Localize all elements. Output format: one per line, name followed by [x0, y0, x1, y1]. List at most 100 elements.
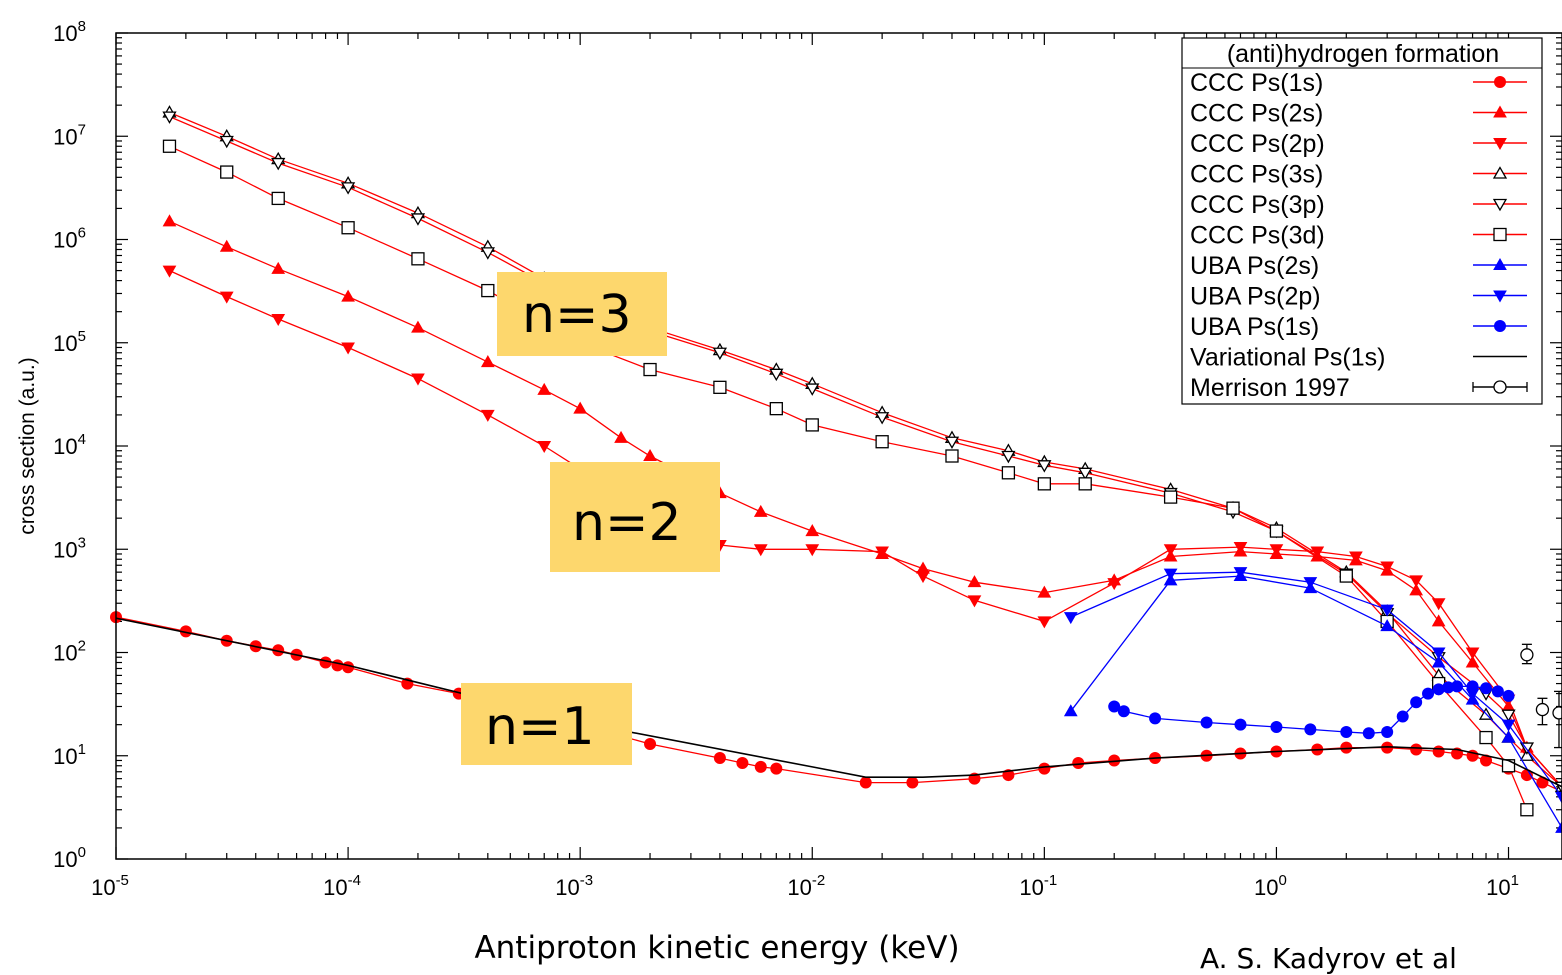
data-point	[1381, 725, 1394, 738]
series-5	[162, 139, 1534, 817]
annotation-n2-label: n=2	[572, 493, 682, 553]
y-tick-label: 108	[53, 18, 86, 46]
data-point	[1270, 720, 1283, 733]
data-point	[805, 418, 819, 432]
data-point	[713, 380, 727, 394]
data-point	[271, 261, 286, 274]
data-point	[1431, 647, 1446, 660]
y-tick-label: 100	[53, 844, 86, 872]
data-point	[1501, 709, 1516, 722]
legend-label: CCC Ps(2p)	[1190, 130, 1325, 158]
data-point	[875, 546, 889, 559]
legend-label: CCC Ps(3d)	[1190, 222, 1325, 250]
data-point	[219, 135, 234, 149]
data-point	[1493, 227, 1507, 242]
data-point	[967, 575, 982, 588]
data-point	[1303, 577, 1318, 590]
data-point	[906, 776, 919, 789]
data-point	[271, 191, 285, 206]
legend-label: CCC Ps(2s)	[1190, 100, 1323, 128]
data-point	[1536, 776, 1549, 789]
data-point	[1339, 569, 1353, 583]
data-point	[341, 342, 355, 355]
data-point	[1078, 467, 1093, 481]
data-point	[1519, 748, 1535, 761]
data-point	[537, 441, 552, 454]
data-point	[1494, 320, 1506, 332]
data-point	[1552, 706, 1562, 720]
data-point	[272, 644, 285, 657]
data-point	[537, 382, 552, 395]
data-point	[331, 659, 344, 672]
plot-frame	[115, 32, 1562, 860]
legend-label: UBA Ps(1s)	[1190, 313, 1319, 341]
data-point	[1480, 754, 1493, 767]
data-point	[1410, 696, 1423, 709]
y-tick-label: 106	[53, 225, 86, 253]
data-point	[219, 239, 234, 252]
data-point	[643, 448, 657, 462]
annotation-n1-box	[461, 683, 632, 765]
y-axis-title: cross section (a.u.)	[16, 357, 39, 534]
data-point	[1555, 820, 1562, 833]
data-point	[220, 165, 234, 179]
data-point	[945, 449, 959, 463]
annotation-n3-label: n=3	[522, 285, 632, 345]
data-point	[341, 221, 355, 235]
series-6	[1063, 569, 1562, 833]
legend-label: CCC Ps(3s)	[1190, 161, 1323, 189]
data-point	[1037, 585, 1052, 598]
data-point	[805, 524, 820, 537]
data-point	[805, 383, 820, 396]
data-point	[1269, 544, 1284, 557]
data-point	[753, 504, 768, 517]
data-point	[1409, 575, 1424, 588]
legend-box	[1181, 37, 1543, 405]
data-point	[1493, 105, 1507, 118]
legend: (anti)hydrogen formation CCC Ps(1s)CCC P…	[1181, 37, 1543, 405]
x-tick-label: 101	[1486, 872, 1519, 900]
data-point	[1001, 450, 1016, 464]
data-point	[1465, 647, 1480, 660]
annotation-n3-box	[497, 272, 667, 356]
x-tick-label: 10-3	[555, 872, 593, 900]
data-point	[480, 409, 495, 422]
data-point	[944, 436, 960, 450]
data-point	[1038, 762, 1051, 775]
data-point	[1431, 655, 1446, 668]
data-point	[1555, 791, 1562, 804]
data-point	[219, 291, 234, 304]
data-point	[1163, 568, 1178, 581]
data-point	[1362, 727, 1375, 740]
data-point	[643, 362, 657, 377]
data-point	[916, 571, 930, 584]
legend-label: CCC Ps(1s)	[1190, 69, 1323, 97]
data-point	[1493, 380, 1507, 394]
y-tick-label: 107	[53, 121, 86, 149]
data-point	[1432, 683, 1445, 696]
legend-label: CCC Ps(3p)	[1190, 191, 1325, 219]
data-point	[1520, 803, 1534, 817]
data-point	[1410, 743, 1423, 756]
legend-label: Merrison 1997	[1190, 374, 1350, 402]
data-point	[1304, 723, 1317, 736]
data-point	[1535, 702, 1550, 717]
data-point	[1380, 604, 1395, 617]
data-point	[1501, 719, 1516, 732]
data-point	[1063, 704, 1078, 717]
data-point	[1501, 759, 1516, 773]
data-point	[1078, 477, 1092, 491]
legend-label: UBA Ps(2s)	[1190, 252, 1319, 280]
data-point	[754, 760, 767, 773]
x-axis-title: Antiproton kinetic energy (keV)	[474, 930, 959, 966]
data-point	[1200, 716, 1213, 729]
x-tick-label: 10-5	[91, 872, 129, 900]
data-point	[271, 157, 286, 171]
data-point	[411, 252, 425, 266]
data-point	[1233, 567, 1248, 580]
data-point	[1502, 689, 1515, 702]
data-point	[644, 737, 657, 750]
data-point	[1226, 501, 1240, 515]
data-point	[769, 368, 784, 382]
series-10	[1520, 643, 1562, 749]
